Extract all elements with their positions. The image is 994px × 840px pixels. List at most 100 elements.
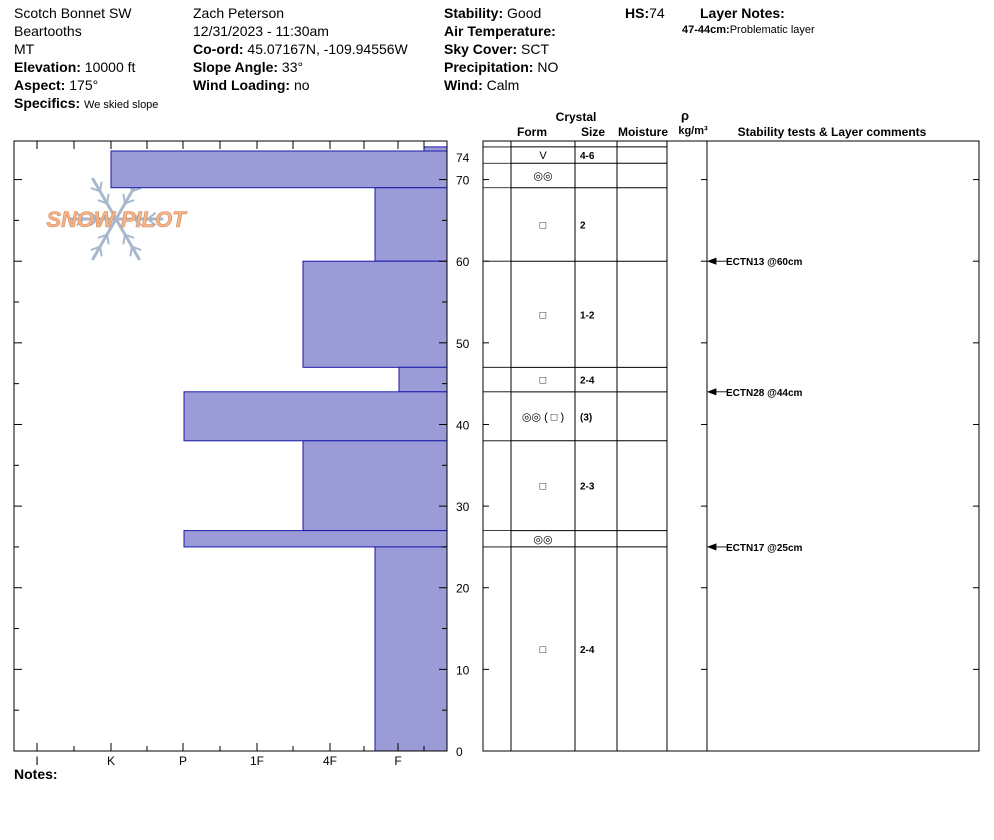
y-tick-label: 40 — [456, 418, 470, 432]
logo-text: SNOW PILOT — [46, 207, 187, 232]
x-tick-label: 4F — [323, 754, 337, 768]
snowflake-branch — [76, 212, 85, 220]
comments-header: Stability tests & Layer comments — [738, 125, 927, 139]
snowflake-branch — [124, 233, 135, 239]
crystal-form: □ — [540, 644, 547, 656]
specifics-value: We skied slope — [84, 99, 159, 111]
hardness-bar — [423, 146, 448, 152]
y-tick-label: 10 — [456, 663, 470, 677]
y-tick-label: 60 — [456, 255, 470, 269]
location-name: Scotch Bonnet SW — [14, 5, 132, 21]
snowflake-arm — [114, 217, 141, 261]
x-tick-label: I — [35, 754, 38, 768]
layer-note-text: Problematic layer — [729, 24, 815, 36]
stability-tests: ECTN13 @60cm ECTN28 @44cm ECTN17 @25cm — [706, 257, 803, 554]
test-arrow — [706, 543, 727, 551]
test-label: ECTN17 @25cm — [726, 543, 803, 554]
hs-block: HS:74 — [625, 4, 665, 22]
wind-loading-label: Wind Loading: — [193, 77, 291, 93]
crystal-header: Crystal — [556, 110, 597, 124]
elevation-value: 10000 ft — [80, 59, 136, 75]
snowflake-branch — [99, 245, 103, 257]
crystal-form: ◎◎ — [533, 534, 552, 546]
test-arrow — [706, 257, 727, 265]
aspect-label: Aspect: — [14, 77, 66, 93]
snowflake-branch — [76, 218, 85, 226]
crystal-size: 2-4 — [580, 645, 595, 656]
slope-label: Slope Angle: — [193, 59, 279, 75]
hardness-plot-frame — [13, 140, 448, 752]
layer-note-range: 47-44cm: — [682, 24, 730, 36]
snowflake-branch — [131, 245, 142, 251]
notes-label: Notes: — [14, 766, 58, 782]
stability-row: Stability: Good — [444, 4, 558, 22]
slope-value: 33° — [278, 59, 304, 75]
crystal-table: Crystal Form Size Moisture ρ kg/m³ Stability t… — [482, 108, 980, 752]
snowflake-branch — [97, 233, 108, 239]
crystal-form: □ — [540, 309, 547, 321]
crystal-size: 2-4 — [580, 376, 595, 387]
snowflake-branch — [124, 199, 135, 205]
crystal-size: 2 — [580, 220, 586, 231]
layer-notes-block: Layer Notes: — [700, 4, 785, 22]
air-temp-label: Air Temperature: — [444, 23, 556, 39]
sky-value: SCT — [517, 41, 550, 57]
aspect-value: 175° — [65, 77, 99, 93]
x-tick-label: 1F — [250, 754, 264, 768]
layer-notes-label: Layer Notes: — [700, 5, 785, 21]
hardness-axis: I K P 1F 4F F — [35, 743, 425, 768]
crystal-size: (3) — [580, 412, 592, 423]
stability-value: Good — [503, 5, 542, 21]
snowflake-branch — [99, 181, 103, 193]
snowflake-branch — [133, 212, 142, 220]
crystal-size: 1-2 — [580, 310, 595, 321]
snowflake-branch — [122, 193, 126, 205]
y-tick-label: 30 — [456, 500, 470, 514]
snowflake-branch — [147, 218, 156, 226]
elevation-label: Elevation: — [14, 59, 81, 75]
snowflake-branch — [97, 199, 108, 205]
test-arrow — [706, 388, 727, 396]
slope-row: Slope Angle: 33° — [193, 58, 408, 76]
y-tick-label: 20 — [456, 582, 470, 596]
table-border — [482, 140, 980, 752]
hs-tick-label: 74 — [456, 151, 470, 165]
coord-row: Co-ord: 45.07167N, -109.94556W — [193, 40, 408, 58]
range-name: Beartooths — [14, 23, 82, 39]
snowflake-branch — [106, 193, 110, 205]
profile-header: Scotch Bonnet SW Beartooths MT Elevation… — [0, 0, 994, 112]
snowflake-branch — [133, 218, 142, 226]
wind-row: Wind: Calm — [444, 76, 558, 94]
hardness-bar — [183, 530, 448, 548]
coord-label: Co-ord: — [193, 41, 244, 57]
crystal-form: V — [539, 150, 547, 162]
crystal-form: □ — [540, 375, 547, 387]
snowflake-branch — [90, 212, 99, 220]
location-column: Scotch Bonnet SW Beartooths MT Elevation… — [14, 4, 158, 112]
hardness-bar — [302, 440, 448, 532]
sky-row: Sky Cover: SCT — [444, 40, 558, 58]
crystal-form: ◎◎ — [533, 170, 552, 182]
crystal-size: 4-6 — [580, 151, 595, 162]
snowflake-branch — [147, 212, 156, 220]
precip-label: Precipitation: — [444, 59, 534, 75]
specifics-label: Specifics: — [14, 95, 81, 111]
stability-label: Stability: — [444, 5, 504, 21]
precip-value: NO — [533, 59, 559, 75]
wind-value: Calm — [482, 77, 520, 93]
plot-border — [13, 140, 448, 752]
snowpilot-logo: SNOW PILOT — [46, 177, 188, 261]
conditions-column: Stability: Good Air Temperature: Sky Cov… — [444, 4, 558, 94]
wind-loading-value: no — [290, 77, 310, 93]
elevation-row: Elevation: 10000 ft — [14, 58, 158, 76]
hardness-bar — [374, 546, 448, 752]
aspect-row: Aspect: 175° — [14, 76, 158, 94]
specifics-row: Specifics: We skied slope — [14, 94, 158, 112]
snowflake-branch — [90, 187, 101, 193]
y-tick-label: 50 — [456, 337, 470, 351]
hardness-bar — [183, 391, 448, 442]
snowflake-branch — [122, 233, 126, 245]
test-label: ECTN28 @44cm — [726, 388, 803, 399]
observer-column: Zach Peterson 12/31/2023 - 11:30am Co-or… — [193, 4, 408, 94]
